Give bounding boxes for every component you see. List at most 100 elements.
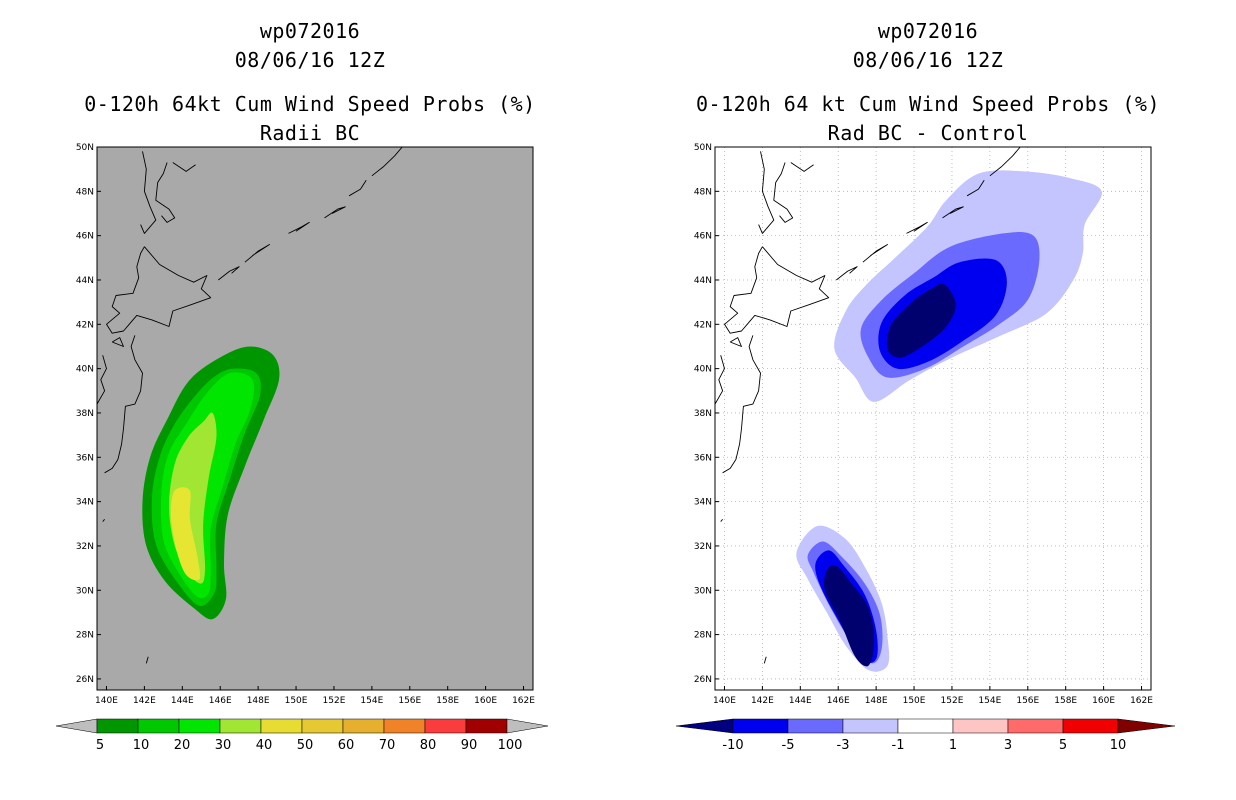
left-colorbar-label-30: 30 bbox=[215, 738, 232, 753]
left-lon-label-162E: 162E bbox=[512, 696, 535, 706]
left-colorbar-label-20: 20 bbox=[174, 738, 191, 753]
right-colorbar-label-10: 10 bbox=[1110, 738, 1127, 753]
right-colorbar-box-6 bbox=[1062, 718, 1119, 734]
left-colorbar-label-5: 5 bbox=[96, 738, 104, 753]
left-coast-segment-10 bbox=[324, 206, 346, 219]
left-coast-segment-11 bbox=[348, 179, 367, 197]
left-lon-label-142E: 142E bbox=[133, 696, 156, 706]
right-colorbar-box-5 bbox=[1007, 718, 1064, 734]
left-axis-ticks: 140E 142E 144E 146E 148E 150E 152E 154E 156E 158E… bbox=[76, 143, 535, 706]
left-coast-segment-13 bbox=[145, 656, 149, 664]
left-colorbar-high-arrow bbox=[506, 718, 549, 734]
right-lon-label-156E: 156E bbox=[1016, 696, 1039, 706]
left-coast-segment-12 bbox=[371, 146, 403, 177]
right-title-storm-id: wp072016 bbox=[877, 19, 979, 43]
left-lat-label-32N: 32N bbox=[76, 542, 94, 552]
right-colorbar-label--3: -3 bbox=[837, 738, 850, 753]
right-lon-label-160E: 160E bbox=[1092, 696, 1115, 706]
left-lon-label-140E: 140E bbox=[95, 696, 118, 706]
left-colorbar-label-90: 90 bbox=[461, 738, 478, 753]
right-lon-label-140E: 140E bbox=[713, 696, 736, 706]
right-coast-segment-8 bbox=[862, 244, 888, 263]
left-lat-label-40N: 40N bbox=[76, 365, 94, 375]
right-lat-label-48N: 48N bbox=[694, 187, 712, 197]
right-colorbar-high-arrow bbox=[1117, 718, 1176, 734]
right-title-product: 0-120h 64 kt Cum Wind Speed Probs (%) bbox=[695, 92, 1161, 116]
right-map-frame bbox=[714, 146, 1152, 691]
left-colorbar-box-5 bbox=[301, 718, 344, 734]
left-colorbar-box-6 bbox=[342, 718, 385, 734]
right-title-subtitle: Rad BC - Control bbox=[827, 121, 1029, 145]
left-lat-label-28N: 28N bbox=[76, 631, 94, 641]
right-lon-label-144E: 144E bbox=[789, 696, 812, 706]
right-lat-label-26N: 26N bbox=[694, 675, 712, 685]
right-colorbar-box-3 bbox=[897, 718, 954, 734]
left-lon-label-160E: 160E bbox=[474, 696, 497, 706]
left-title-date: 08/06/16 12Z bbox=[234, 48, 386, 72]
right-axis-ticks: 140E 142E 144E 146E 148E 150E 152E 154E 156E 158E… bbox=[694, 143, 1153, 706]
right-lat-label-46N: 46N bbox=[694, 232, 712, 242]
right-lon-label-146E: 146E bbox=[827, 696, 850, 706]
right-lat-label-42N: 42N bbox=[694, 320, 712, 330]
left-title-subtitle: Radii BC bbox=[259, 121, 361, 145]
right-lon-label-148E: 148E bbox=[865, 696, 888, 706]
right-colorbar-label-3: 3 bbox=[1004, 738, 1012, 753]
right-coast-segment-1 bbox=[773, 162, 794, 223]
right-lon-label-150E: 150E bbox=[903, 696, 926, 706]
right-coastline bbox=[714, 146, 1021, 664]
right-map-panel: 140E 142E 144E 146E 148E 150E 152E 154E 156E 158E… bbox=[694, 143, 1153, 706]
right-colorbar-box-1 bbox=[787, 718, 844, 734]
right-lon-label-142E: 142E bbox=[751, 696, 774, 706]
right-coast-segment-14 bbox=[720, 519, 723, 522]
left-lon-label-146E: 146E bbox=[209, 696, 232, 706]
left-colorbar-label-10: 10 bbox=[133, 738, 150, 753]
right-title-date: 08/06/16 12Z bbox=[852, 48, 1004, 72]
right-lon-label-158E: 158E bbox=[1054, 696, 1077, 706]
left-coast-segment-1 bbox=[155, 162, 176, 223]
right-coast-segment-11 bbox=[966, 179, 985, 197]
left-lon-label-154E: 154E bbox=[360, 696, 383, 706]
right-lat-label-50N: 50N bbox=[694, 143, 712, 153]
left-coast-segment-7 bbox=[218, 266, 240, 281]
left-lon-label-158E: 158E bbox=[436, 696, 459, 706]
left-lat-label-46N: 46N bbox=[76, 232, 94, 242]
left-lon-label-152E: 152E bbox=[323, 696, 346, 706]
left-title-storm-id: wp072016 bbox=[259, 19, 361, 43]
right-colorbar-label--10: -10 bbox=[722, 738, 743, 753]
left-lat-label-38N: 38N bbox=[76, 409, 94, 419]
left-coastline bbox=[96, 146, 403, 664]
right-coast-segment-3 bbox=[724, 246, 830, 334]
left-lat-label-30N: 30N bbox=[76, 586, 94, 596]
left-coast-segment-6 bbox=[111, 337, 124, 347]
right-gridlines bbox=[715, 146, 1151, 690]
left-colorbar: 5 10 20 30 40 50 60 70 80 90 100 bbox=[55, 718, 549, 753]
left-lat-label-26N: 26N bbox=[76, 675, 94, 685]
right-coast-segment-12 bbox=[989, 146, 1021, 177]
right-colorbar: -10 -5 -3 -1 1 3 5 10 bbox=[675, 718, 1176, 753]
right-lat-label-34N: 34N bbox=[694, 498, 712, 508]
right-contour-level-neg10-3 bbox=[886, 283, 956, 358]
left-coast-segment-8 bbox=[244, 244, 270, 263]
left-coast-segment-2 bbox=[172, 162, 196, 172]
left-lat-label-44N: 44N bbox=[76, 276, 94, 286]
left-lat-label-36N: 36N bbox=[76, 453, 94, 463]
right-colorbar-box-0 bbox=[732, 718, 789, 734]
left-lat-label-50N: 50N bbox=[76, 143, 94, 153]
right-coast-segment-10 bbox=[942, 206, 964, 219]
left-coast-segment-9 bbox=[288, 221, 310, 234]
right-lat-label-30N: 30N bbox=[694, 586, 712, 596]
right-contour-level-neg10-7 bbox=[823, 565, 875, 667]
right-lon-label-152E: 152E bbox=[941, 696, 964, 706]
left-lon-label-144E: 144E bbox=[171, 696, 194, 706]
left-map-frame bbox=[96, 146, 534, 691]
left-colorbar-box-1 bbox=[137, 718, 180, 734]
right-colorbar-label--5: -5 bbox=[782, 738, 795, 753]
left-colorbar-box-4 bbox=[260, 718, 303, 734]
right-lat-label-44N: 44N bbox=[694, 276, 712, 286]
left-lon-label-156E: 156E bbox=[398, 696, 421, 706]
right-lon-label-154E: 154E bbox=[978, 696, 1001, 706]
left-lat-label-42N: 42N bbox=[76, 320, 94, 330]
right-colorbar-low-arrow bbox=[675, 718, 734, 734]
right-coast-segment-4 bbox=[722, 335, 761, 474]
right-contours bbox=[796, 170, 1102, 672]
